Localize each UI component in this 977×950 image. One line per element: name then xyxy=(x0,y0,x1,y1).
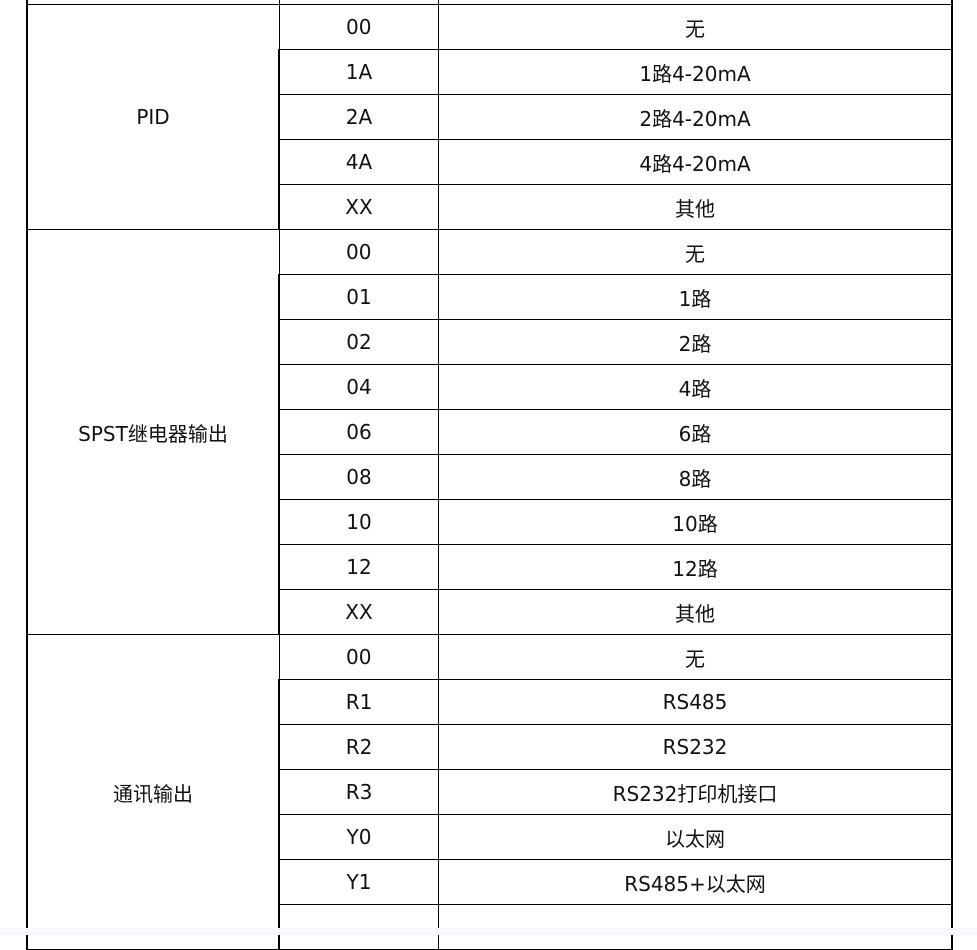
options-table: PID 00 无 1A 1路4-20mA 2A 2路4-20mA 4A 4路4-20mA XX 其他… xyxy=(26,0,953,950)
option-code: XX xyxy=(278,589,439,635)
option-description: 4路 xyxy=(438,364,953,410)
option-description: 其他 xyxy=(438,184,953,230)
table-row: 10 10路 xyxy=(27,499,953,545)
table-row: 4A 4路4-20mA xyxy=(27,139,953,185)
option-description: RS232打印机接口 xyxy=(438,769,953,815)
table-row: R2 RS232 xyxy=(27,724,953,770)
option-code: 12 xyxy=(278,544,439,590)
option-code: 4A xyxy=(278,139,439,185)
table-row: R3 RS232打印机接口 xyxy=(27,769,953,815)
option-description: 1路4-20mA xyxy=(438,49,953,95)
option-code: R1 xyxy=(278,679,439,725)
option-code: R3 xyxy=(278,769,439,815)
table-row: 04 4路 xyxy=(27,364,953,410)
option-description: RS485 xyxy=(438,679,953,725)
option-code: 1A xyxy=(278,49,439,95)
option-description xyxy=(438,904,953,950)
table-row: 2A 2路4-20mA xyxy=(27,94,953,140)
table-row: 06 6路 xyxy=(27,409,953,455)
group-label: SPST继电器输出 xyxy=(26,229,280,635)
table-row: Y0 以太网 xyxy=(27,814,953,860)
table-row: 01 1路 xyxy=(27,274,953,320)
option-description: 1路 xyxy=(438,274,953,320)
option-description: 12路 xyxy=(438,544,953,590)
table-row: R1 RS485 xyxy=(27,679,953,725)
option-code: 00 xyxy=(278,634,439,680)
table-row: SPST继电器输出 00 无 xyxy=(26,229,953,635)
option-description: 2路4-20mA xyxy=(438,94,953,140)
table-row: XX 其他 xyxy=(27,589,953,635)
group-label: PID xyxy=(26,4,280,230)
option-description: 2路 xyxy=(438,319,953,365)
option-code xyxy=(278,904,439,950)
option-code: 04 xyxy=(278,364,439,410)
option-description: RS232 xyxy=(438,724,953,770)
option-code: Y0 xyxy=(278,814,439,860)
table-row: 1A 1路4-20mA xyxy=(27,49,953,95)
table-row: 12 12路 xyxy=(27,544,953,590)
option-description: 无 xyxy=(438,634,953,680)
option-description: 10路 xyxy=(438,499,953,545)
option-code: 02 xyxy=(278,319,439,365)
option-description: 6路 xyxy=(438,409,953,455)
table-row: 通讯输出 00 无 xyxy=(26,634,953,950)
option-code: 00 xyxy=(278,4,439,50)
option-description: 以太网 xyxy=(438,814,953,860)
option-code: 10 xyxy=(278,499,439,545)
table-row: 08 8路 xyxy=(27,454,953,500)
table-row: PID 00 无 xyxy=(26,4,953,230)
option-description: 8路 xyxy=(438,454,953,500)
option-description: 4路4-20mA xyxy=(438,139,953,185)
option-code: 00 xyxy=(278,229,439,275)
option-code: R2 xyxy=(278,724,439,770)
option-description: 无 xyxy=(438,229,953,275)
option-code: Y1 xyxy=(278,859,439,905)
option-description: RS485+以太网 xyxy=(438,859,953,905)
group-label: 通讯输出 xyxy=(26,634,280,950)
option-code: XX xyxy=(278,184,439,230)
option-code: 01 xyxy=(278,274,439,320)
page-bottom-strip xyxy=(0,928,977,935)
table-row: XX 其他 xyxy=(27,184,953,230)
option-code: 08 xyxy=(278,454,439,500)
option-code: 2A xyxy=(278,94,439,140)
table-row: 02 2路 xyxy=(27,319,953,365)
option-description: 其他 xyxy=(438,589,953,635)
option-code: 06 xyxy=(278,409,439,455)
option-description: 无 xyxy=(438,4,953,50)
